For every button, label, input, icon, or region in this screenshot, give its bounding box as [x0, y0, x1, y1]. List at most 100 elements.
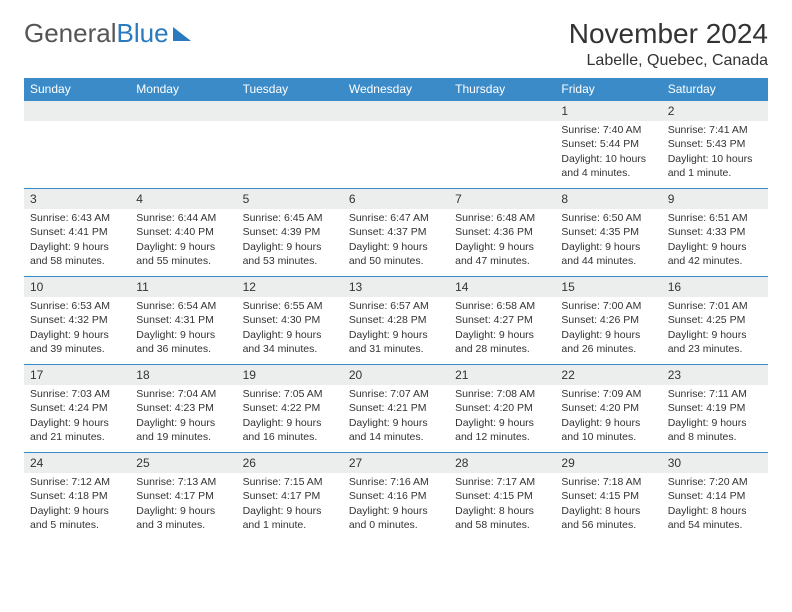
sunset-text: Sunset: 4:39 PM	[243, 225, 337, 239]
day-number: 30	[662, 453, 768, 473]
sunrise-text: Sunrise: 7:20 AM	[668, 475, 762, 489]
sunrise-text: Sunrise: 6:54 AM	[136, 299, 230, 313]
calendar-cell: 27Sunrise: 7:16 AMSunset: 4:16 PMDayligh…	[343, 453, 449, 541]
day-number: 4	[130, 189, 236, 209]
calendar-cell: 24Sunrise: 7:12 AMSunset: 4:18 PMDayligh…	[24, 453, 130, 541]
day-number: 26	[237, 453, 343, 473]
calendar-cell	[237, 101, 343, 189]
sunset-text: Sunset: 4:22 PM	[243, 401, 337, 415]
daylight-text: Daylight: 9 hours and 47 minutes.	[455, 240, 549, 268]
col-sunday: Sunday	[24, 78, 130, 101]
daylight-text: Daylight: 9 hours and 28 minutes.	[455, 328, 549, 356]
calendar-cell: 20Sunrise: 7:07 AMSunset: 4:21 PMDayligh…	[343, 365, 449, 453]
daylight-text: Daylight: 8 hours and 56 minutes.	[561, 504, 655, 532]
sunset-text: Sunset: 4:33 PM	[668, 225, 762, 239]
calendar-cell: 23Sunrise: 7:11 AMSunset: 4:19 PMDayligh…	[662, 365, 768, 453]
sunset-text: Sunset: 4:31 PM	[136, 313, 230, 327]
daylight-text: Daylight: 9 hours and 5 minutes.	[30, 504, 124, 532]
day-body: Sunrise: 6:54 AMSunset: 4:31 PMDaylight:…	[130, 297, 236, 360]
sunrise-text: Sunrise: 7:16 AM	[349, 475, 443, 489]
day-number: 23	[662, 365, 768, 385]
day-number: 13	[343, 277, 449, 297]
daylight-text: Daylight: 9 hours and 44 minutes.	[561, 240, 655, 268]
day-body: Sunrise: 6:45 AMSunset: 4:39 PMDaylight:…	[237, 209, 343, 272]
daylight-text: Daylight: 9 hours and 55 minutes.	[136, 240, 230, 268]
sunset-text: Sunset: 4:36 PM	[455, 225, 549, 239]
calendar-cell: 11Sunrise: 6:54 AMSunset: 4:31 PMDayligh…	[130, 277, 236, 365]
sunset-text: Sunset: 4:20 PM	[561, 401, 655, 415]
sunrise-text: Sunrise: 7:07 AM	[349, 387, 443, 401]
sunrise-text: Sunrise: 6:43 AM	[30, 211, 124, 225]
day-body: Sunrise: 7:07 AMSunset: 4:21 PMDaylight:…	[343, 385, 449, 448]
sunrise-text: Sunrise: 6:53 AM	[30, 299, 124, 313]
day-body: Sunrise: 6:50 AMSunset: 4:35 PMDaylight:…	[555, 209, 661, 272]
calendar-cell: 10Sunrise: 6:53 AMSunset: 4:32 PMDayligh…	[24, 277, 130, 365]
daylight-text: Daylight: 9 hours and 42 minutes.	[668, 240, 762, 268]
calendar-cell: 12Sunrise: 6:55 AMSunset: 4:30 PMDayligh…	[237, 277, 343, 365]
daylight-text: Daylight: 9 hours and 0 minutes.	[349, 504, 443, 532]
calendar-cell: 16Sunrise: 7:01 AMSunset: 4:25 PMDayligh…	[662, 277, 768, 365]
sunset-text: Sunset: 4:26 PM	[561, 313, 655, 327]
col-thursday: Thursday	[449, 78, 555, 101]
calendar-cell: 13Sunrise: 6:57 AMSunset: 4:28 PMDayligh…	[343, 277, 449, 365]
sunset-text: Sunset: 4:23 PM	[136, 401, 230, 415]
calendar-row: 17Sunrise: 7:03 AMSunset: 4:24 PMDayligh…	[24, 365, 768, 453]
logo-text-1: General	[24, 18, 117, 49]
logo-text-2: Blue	[117, 18, 169, 49]
sunrise-text: Sunrise: 7:18 AM	[561, 475, 655, 489]
calendar-row: 1Sunrise: 7:40 AMSunset: 5:44 PMDaylight…	[24, 101, 768, 189]
calendar-cell: 14Sunrise: 6:58 AMSunset: 4:27 PMDayligh…	[449, 277, 555, 365]
sunrise-text: Sunrise: 7:04 AM	[136, 387, 230, 401]
calendar-cell: 18Sunrise: 7:04 AMSunset: 4:23 PMDayligh…	[130, 365, 236, 453]
sunrise-text: Sunrise: 7:00 AM	[561, 299, 655, 313]
sunset-text: Sunset: 5:44 PM	[561, 137, 655, 151]
col-monday: Monday	[130, 78, 236, 101]
sunset-text: Sunset: 4:37 PM	[349, 225, 443, 239]
daylight-text: Daylight: 9 hours and 16 minutes.	[243, 416, 337, 444]
day-body: Sunrise: 7:12 AMSunset: 4:18 PMDaylight:…	[24, 473, 130, 536]
day-number: 12	[237, 277, 343, 297]
day-body: Sunrise: 7:15 AMSunset: 4:17 PMDaylight:…	[237, 473, 343, 536]
col-saturday: Saturday	[662, 78, 768, 101]
calendar-cell: 9Sunrise: 6:51 AMSunset: 4:33 PMDaylight…	[662, 189, 768, 277]
day-body: Sunrise: 7:20 AMSunset: 4:14 PMDaylight:…	[662, 473, 768, 536]
calendar-row: 3Sunrise: 6:43 AMSunset: 4:41 PMDaylight…	[24, 189, 768, 277]
sunrise-text: Sunrise: 7:03 AM	[30, 387, 124, 401]
calendar-cell: 25Sunrise: 7:13 AMSunset: 4:17 PMDayligh…	[130, 453, 236, 541]
day-body: Sunrise: 7:09 AMSunset: 4:20 PMDaylight:…	[555, 385, 661, 448]
daylight-text: Daylight: 9 hours and 50 minutes.	[349, 240, 443, 268]
empty-day	[343, 101, 449, 121]
daylight-text: Daylight: 9 hours and 8 minutes.	[668, 416, 762, 444]
day-body: Sunrise: 7:18 AMSunset: 4:15 PMDaylight:…	[555, 473, 661, 536]
daylight-text: Daylight: 9 hours and 53 minutes.	[243, 240, 337, 268]
daylight-text: Daylight: 9 hours and 39 minutes.	[30, 328, 124, 356]
sunrise-text: Sunrise: 7:01 AM	[668, 299, 762, 313]
day-body: Sunrise: 6:57 AMSunset: 4:28 PMDaylight:…	[343, 297, 449, 360]
day-number: 7	[449, 189, 555, 209]
day-number: 28	[449, 453, 555, 473]
sunrise-text: Sunrise: 6:47 AM	[349, 211, 443, 225]
header-row: GeneralBlue November 2024 Labelle, Quebe…	[24, 18, 768, 70]
daylight-text: Daylight: 9 hours and 3 minutes.	[136, 504, 230, 532]
day-number: 29	[555, 453, 661, 473]
calendar-row: 24Sunrise: 7:12 AMSunset: 4:18 PMDayligh…	[24, 453, 768, 541]
calendar-cell: 3Sunrise: 6:43 AMSunset: 4:41 PMDaylight…	[24, 189, 130, 277]
calendar-cell: 4Sunrise: 6:44 AMSunset: 4:40 PMDaylight…	[130, 189, 236, 277]
calendar-cell	[343, 101, 449, 189]
daylight-text: Daylight: 9 hours and 58 minutes.	[30, 240, 124, 268]
calendar-cell: 30Sunrise: 7:20 AMSunset: 4:14 PMDayligh…	[662, 453, 768, 541]
sunset-text: Sunset: 4:20 PM	[455, 401, 549, 415]
sunrise-text: Sunrise: 6:58 AM	[455, 299, 549, 313]
day-body: Sunrise: 6:51 AMSunset: 4:33 PMDaylight:…	[662, 209, 768, 272]
day-body: Sunrise: 6:43 AMSunset: 4:41 PMDaylight:…	[24, 209, 130, 272]
daylight-text: Daylight: 10 hours and 4 minutes.	[561, 152, 655, 180]
sunrise-text: Sunrise: 6:44 AM	[136, 211, 230, 225]
daylight-text: Daylight: 10 hours and 1 minute.	[668, 152, 762, 180]
location-text: Labelle, Quebec, Canada	[569, 52, 768, 70]
sunset-text: Sunset: 4:15 PM	[561, 489, 655, 503]
day-number: 1	[555, 101, 661, 121]
day-number: 2	[662, 101, 768, 121]
calendar-cell: 22Sunrise: 7:09 AMSunset: 4:20 PMDayligh…	[555, 365, 661, 453]
sunrise-text: Sunrise: 7:17 AM	[455, 475, 549, 489]
sunrise-text: Sunrise: 6:51 AM	[668, 211, 762, 225]
